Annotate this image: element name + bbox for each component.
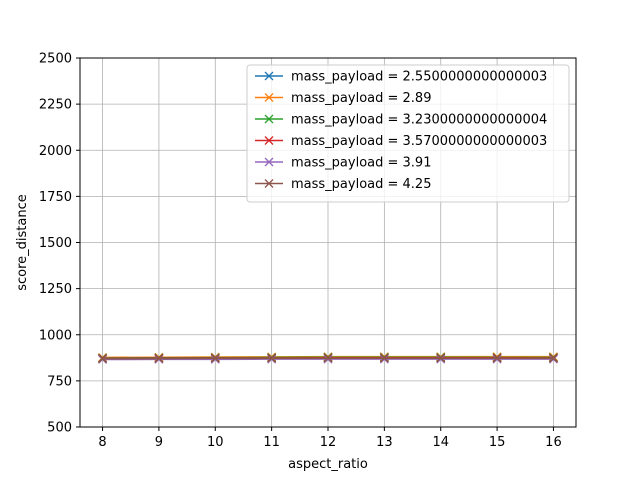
x-tick-label: 13 xyxy=(376,435,393,450)
data-point xyxy=(267,353,277,363)
x-tick-label: 11 xyxy=(263,435,280,450)
y-tick-label: 1750 xyxy=(39,190,72,205)
data-point xyxy=(323,354,333,364)
legend-swatch-marker xyxy=(264,136,274,145)
data-point xyxy=(548,353,558,363)
x-tick-label: 12 xyxy=(320,435,337,450)
data-point xyxy=(492,353,502,363)
legend-item: mass_payload = 2.89 xyxy=(255,91,431,106)
y-tick-label: 500 xyxy=(47,421,72,436)
ticks: 8 9 10 11 12 13 14 15 16 500 750 1000 1250 1500 1750 20… xyxy=(39,52,562,451)
y-axis-label: score_distance xyxy=(15,194,30,291)
data-point xyxy=(492,354,502,364)
series-6 xyxy=(98,353,558,364)
legend-swatch-marker xyxy=(264,71,274,81)
series-layer xyxy=(98,352,558,364)
x-tick-label: 15 xyxy=(489,435,506,450)
y-tick-label: 1000 xyxy=(39,328,72,343)
data-point xyxy=(436,354,446,364)
legend-item: mass_payload = 2.5500000000000003 xyxy=(255,70,547,85)
x-tick-label: 10 xyxy=(207,435,224,450)
data-point xyxy=(98,354,108,364)
legend-item: mass_payload = 3.91 xyxy=(255,156,431,171)
data-point xyxy=(323,353,333,363)
legend-swatch-marker xyxy=(264,179,274,188)
legend-label: mass_payload = 2.5500000000000003 xyxy=(291,70,547,85)
legend-swatch-marker xyxy=(264,114,274,124)
x-axis-label: aspect_ratio xyxy=(288,457,368,472)
legend-label: mass_payload = 2.89 xyxy=(291,91,431,106)
legend-item: mass_payload = 4.25 xyxy=(255,177,431,192)
data-point xyxy=(379,354,389,364)
x-tick-label: 8 xyxy=(98,435,106,450)
y-tick-label: 750 xyxy=(47,374,72,389)
y-tick-label: 2500 xyxy=(39,52,72,67)
y-tick-label: 1250 xyxy=(39,282,72,297)
legend-item: mass_payload = 3.2300000000000004 xyxy=(255,113,547,128)
legend-label: mass_payload = 3.5700000000000003 xyxy=(291,134,547,149)
legend-item: mass_payload = 3.5700000000000003 xyxy=(255,134,547,149)
legend-box xyxy=(246,64,570,203)
data-point xyxy=(436,353,446,363)
legend-swatch-marker xyxy=(264,93,274,102)
y-tick-label: 2250 xyxy=(39,98,72,113)
legend-label: mass_payload = 3.2300000000000004 xyxy=(291,113,547,128)
x-tick-label: 14 xyxy=(432,435,449,450)
x-tick-label: 9 xyxy=(155,435,163,450)
legend-label: mass_payload = 3.91 xyxy=(291,156,431,171)
legend-swatch-marker xyxy=(264,157,274,167)
legend: mass_payload = 2.5500000000000003 mass_pa… xyxy=(246,64,570,203)
x-tick-label: 16 xyxy=(545,435,562,450)
data-point xyxy=(379,353,389,363)
legend-label: mass_payload = 4.25 xyxy=(291,177,431,192)
y-tick-label: 1500 xyxy=(39,236,72,251)
data-point xyxy=(210,353,220,363)
data-point xyxy=(210,354,220,364)
y-tick-label: 2000 xyxy=(39,144,72,159)
data-point xyxy=(154,354,164,364)
